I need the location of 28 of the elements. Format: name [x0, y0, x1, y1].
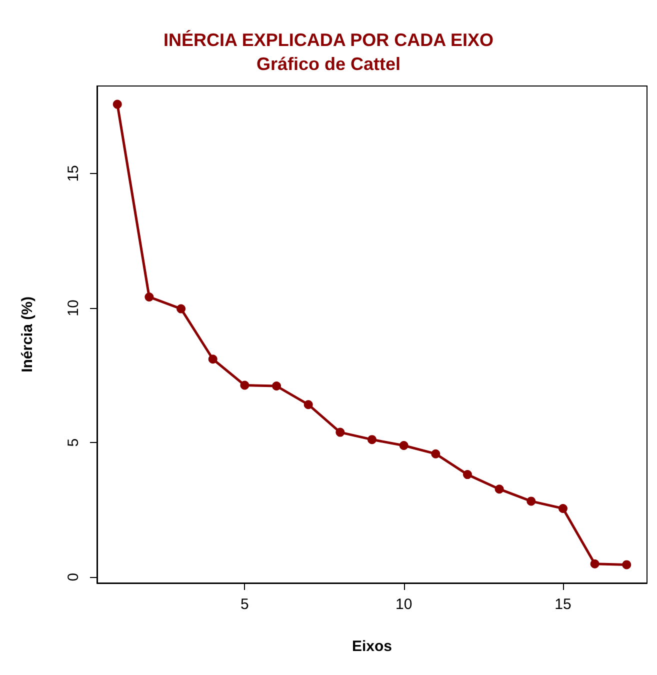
point	[176, 304, 186, 314]
point	[272, 382, 282, 391]
chart-title: INÉRCIA EXPLICADA POR CADA EIXO	[163, 30, 494, 50]
chart-subtitle: Gráfico de Cattel	[256, 54, 401, 74]
x-axis-title: Eixos	[352, 638, 392, 655]
point	[336, 428, 345, 437]
point	[590, 559, 600, 568]
y-tick-label: 5	[65, 438, 82, 447]
y-axis-title: Inércia (%)	[19, 296, 36, 372]
point	[494, 484, 504, 494]
y-tick-label: 15	[65, 165, 82, 182]
point	[399, 441, 408, 450]
y-tick-label: 10	[65, 300, 82, 316]
point	[304, 400, 313, 410]
x-tick-label: 10	[395, 596, 412, 613]
x-tick-label: 5	[240, 596, 249, 613]
point	[526, 496, 536, 506]
point	[144, 292, 154, 302]
point	[112, 100, 122, 109]
point	[208, 354, 218, 364]
point	[240, 380, 250, 390]
point	[368, 435, 376, 444]
point	[622, 560, 632, 570]
point	[558, 504, 568, 513]
y-tick-label: 0	[65, 572, 82, 582]
point	[462, 470, 472, 480]
point	[431, 449, 440, 458]
x-tick-label: 15	[554, 596, 572, 613]
